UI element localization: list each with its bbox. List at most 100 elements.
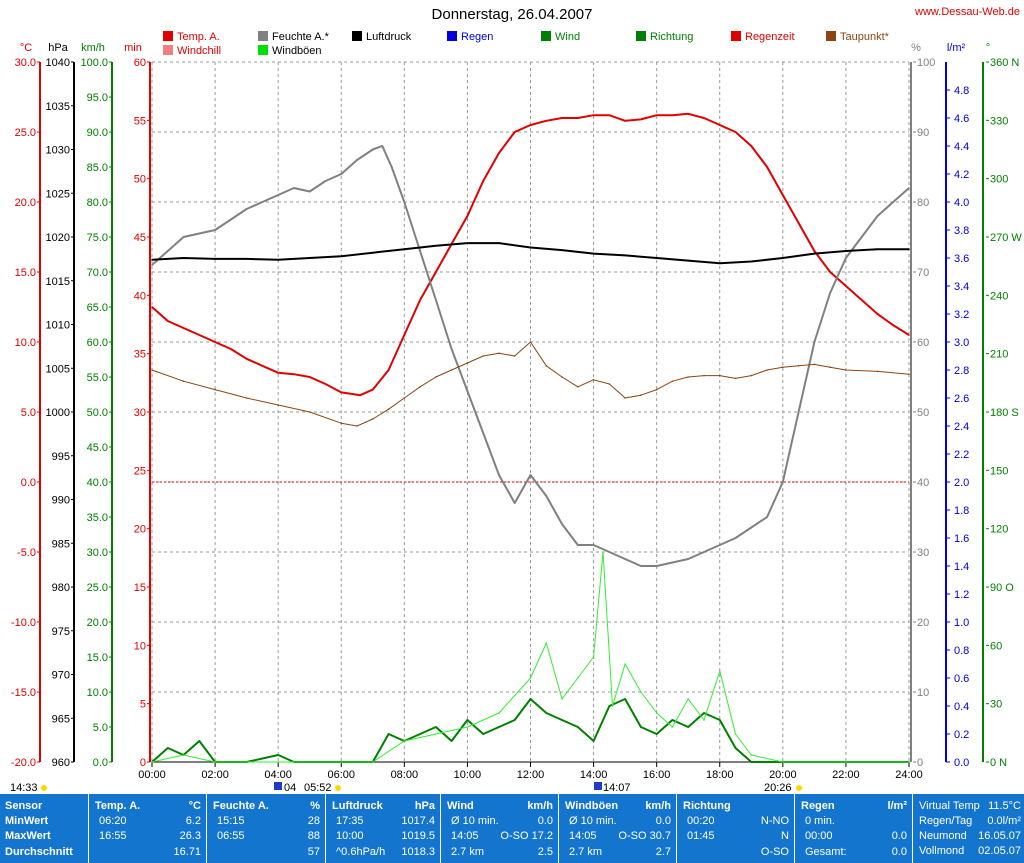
data-point (545, 712, 548, 714)
data-point (151, 264, 153, 266)
hpa-tick-label: 1005 (46, 363, 70, 375)
data-point (592, 379, 595, 381)
site-link[interactable]: www.Dessau-Web.de (915, 6, 1020, 18)
time-tick-label: 04:00 (264, 769, 292, 781)
axis-unit-celsius: °C (20, 42, 32, 54)
data-point (340, 422, 343, 425)
data-point (813, 363, 816, 366)
hpa-tick-label: 965 (52, 713, 70, 725)
table-header: Luftdruck (332, 800, 383, 812)
data-point (561, 698, 563, 700)
rain-tick-label: 2.2 (954, 449, 969, 461)
data-point (908, 334, 910, 336)
data-point (545, 365, 548, 367)
data-point (245, 358, 248, 360)
data-point (750, 260, 753, 263)
celsius-tick-label: 10.0 (15, 337, 36, 349)
hpa-tick-label: 1015 (46, 276, 70, 288)
data-point (466, 215, 469, 217)
legend-item: Luftdruck (352, 31, 411, 43)
legend-label: Luftdruck (366, 31, 412, 43)
data-point (561, 523, 563, 525)
table-column-wind: Wind km/h Ø 10 min. 0.0 14:05 O-SO 17.2 2.7 km… (441, 794, 558, 863)
data-point (734, 377, 737, 380)
data-point (640, 118, 642, 121)
table-cell: Vollmond (919, 845, 965, 857)
data-point (403, 334, 406, 336)
data-point (356, 425, 358, 427)
data-point (167, 320, 169, 322)
data-point (813, 250, 816, 252)
sun-marker-label: 20:26 (764, 782, 792, 794)
data-point (182, 257, 185, 259)
data-point (592, 114, 595, 116)
percent-tick-label: 0 (917, 757, 923, 769)
data-point (498, 352, 500, 355)
table-cell: Ø 10 min. (451, 815, 499, 827)
rain-tick-label: 0.8 (954, 645, 969, 657)
table-cell: 1017.4 (401, 815, 435, 827)
data-point (498, 712, 500, 714)
hpa-tick-label: 1020 (46, 232, 70, 244)
data-point (734, 537, 737, 539)
data-point (734, 747, 737, 749)
direction-tick-label: 300 (990, 174, 1008, 186)
min-tick-label: 50 (134, 174, 146, 186)
kmh-tick-label: 90.0 (87, 127, 108, 139)
kmh-tick-label: 50.0 (87, 407, 108, 419)
direction-tick-label: 30 (990, 699, 1002, 711)
hpa-tick-label: 980 (52, 582, 70, 594)
legend-label: Feuchte A.* (272, 31, 329, 43)
data-point (529, 341, 532, 343)
data-point (703, 712, 705, 714)
data-point (719, 719, 721, 721)
rain-tick-label: 3.2 (954, 309, 969, 321)
time-tick-label: 02:00 (201, 769, 229, 781)
rain-tick-label: 4.8 (954, 85, 969, 97)
data-point (293, 373, 295, 376)
data-point (671, 380, 674, 383)
rain-tick-label: 4.6 (954, 113, 969, 125)
data-point (608, 114, 611, 116)
data-point (734, 131, 737, 133)
celsius-tick-label: -15.0 (11, 687, 36, 699)
data-point (293, 187, 295, 189)
data-point (719, 124, 721, 126)
data-point (655, 733, 658, 735)
data-point (719, 374, 721, 377)
time-tick-label: 14:00 (580, 769, 608, 781)
data-point (513, 719, 516, 721)
legend-swatch (258, 45, 268, 55)
rain-tick-label: 0.4 (954, 701, 969, 713)
data-point (655, 257, 658, 259)
data-point (813, 341, 816, 343)
data-point (466, 242, 469, 244)
direction-tick-label: 210 (990, 349, 1008, 361)
data-point (829, 271, 831, 273)
rain-tick-label: 1.0 (954, 617, 969, 629)
data-point (151, 259, 153, 261)
data-point (359, 394, 362, 397)
rain-tick-label: 2.0 (954, 477, 969, 489)
celsius-tick-label: 25.0 (15, 127, 36, 139)
legend-item: Windböen (258, 45, 322, 57)
data-point (750, 754, 753, 756)
percent-tick-label: 50 (917, 407, 929, 419)
data-point (602, 551, 604, 553)
data-point (403, 248, 406, 250)
data-point (671, 726, 674, 728)
data-point (703, 117, 705, 119)
data-point (435, 733, 437, 735)
time-tick-label: 06:00 (327, 769, 355, 781)
rain-tick-label: 2.4 (954, 421, 969, 433)
table-cell: 14:05 (451, 830, 479, 842)
kmh-tick-label: 100.0 (80, 57, 108, 69)
data-point (151, 369, 153, 371)
data-point (766, 166, 768, 168)
data-point (277, 259, 280, 261)
data-point (876, 248, 879, 250)
data-point (608, 383, 611, 385)
table-cell: 16.05.07 (978, 830, 1021, 842)
data-point (813, 252, 816, 255)
table-cell: 06:20 (99, 815, 127, 827)
